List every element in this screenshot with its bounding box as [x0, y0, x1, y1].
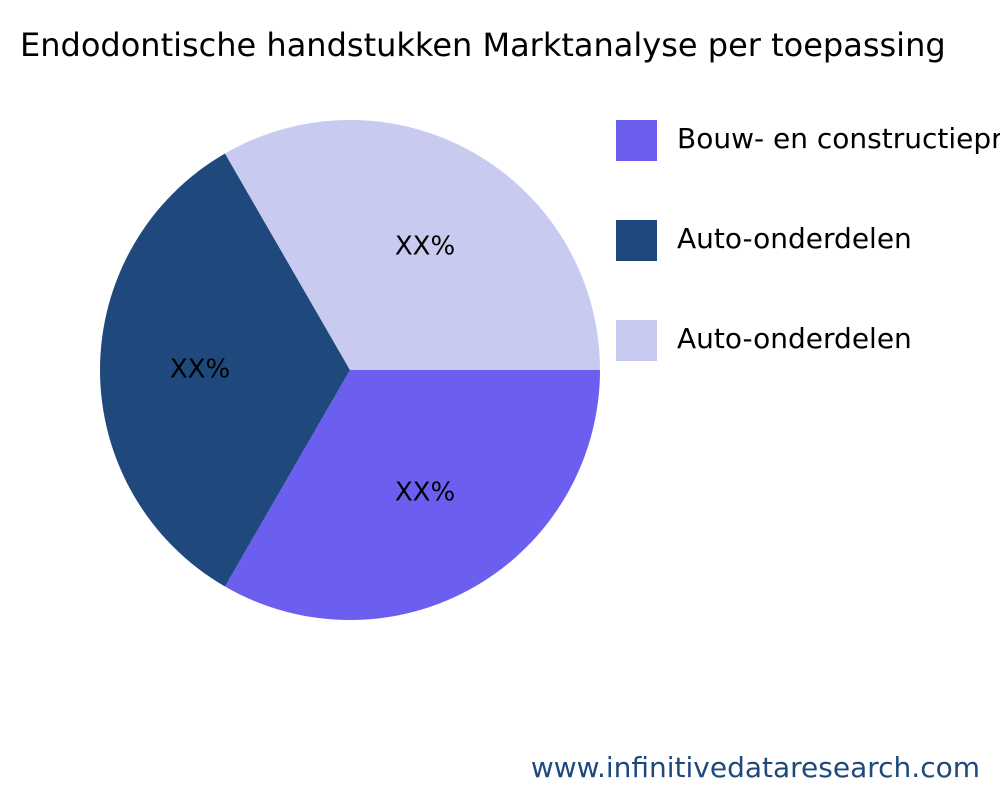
legend-swatch: [616, 120, 657, 161]
legend-label: Auto-onderdelen: [677, 222, 912, 255]
legend-swatch: [616, 320, 657, 361]
legend-label: Auto-onderdelen: [677, 322, 912, 355]
legend-swatch: [616, 220, 657, 261]
pie-slice: [225, 370, 600, 620]
data-label: XX%: [395, 477, 455, 507]
data-label: XX%: [170, 355, 230, 385]
data-label: XX%: [395, 232, 455, 262]
chart-title: Endodontische handstukken Marktanalyse p…: [20, 26, 946, 64]
pie-slice: [225, 119, 600, 370]
legend-label: Bouw- en constructieproducten: [677, 122, 1000, 155]
source: www.infinitivedataresearch.com: [531, 751, 980, 784]
